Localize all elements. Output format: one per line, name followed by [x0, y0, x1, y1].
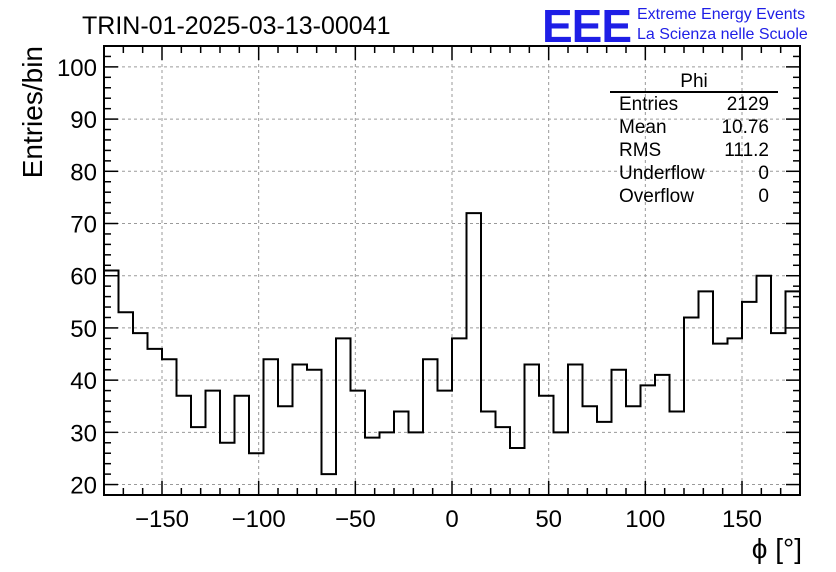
- chart-title: TRIN-01-2025-03-13-00041: [82, 12, 391, 40]
- stats-title: Phi: [680, 71, 707, 92]
- y-tick-label: 50: [70, 316, 97, 343]
- histogram-line: [104, 212, 801, 476]
- x-tick-label: −100: [232, 506, 286, 533]
- y-tick-label: 20: [70, 473, 97, 500]
- x-tick-label: 100: [625, 506, 665, 533]
- grid: [104, 46, 800, 495]
- stats-label: Overflow: [619, 186, 694, 207]
- logo-line-1: Extreme Energy Events: [637, 6, 805, 23]
- y-axis-label: Entries/bin: [17, 46, 48, 178]
- y-tick-label: 30: [70, 420, 97, 447]
- stats-box: Phi Entries 2129 Mean 10.76 RMS 111.2 Un…: [610, 71, 778, 207]
- stats-label: RMS: [619, 140, 661, 161]
- stats-value: 0: [758, 186, 769, 207]
- x-tick-label: 150: [722, 506, 762, 533]
- stats-value: 0: [758, 163, 769, 184]
- stats-value: 10.76: [721, 117, 769, 138]
- eee-logo: EEE: [542, 0, 631, 52]
- y-tick-labels: 20 30 40 50 60 70 80 90 100: [57, 55, 97, 500]
- y-tick-label: 40: [70, 368, 97, 395]
- x-tick-labels: −150 −100 −50 0 50 100 150: [135, 506, 762, 533]
- logo-line-2: La Scienza nelle Scuole: [637, 26, 808, 43]
- stats-label: Entries: [619, 94, 678, 115]
- y-tick-label: 60: [70, 264, 97, 291]
- x-tick-label: 50: [535, 506, 562, 533]
- y-tick-label: 70: [70, 212, 97, 239]
- stats-value: 111.2: [724, 140, 769, 161]
- x-axis-label: ϕ [°]: [752, 533, 802, 564]
- x-tick-label: 0: [445, 506, 458, 533]
- y-tick-label: 90: [70, 107, 97, 134]
- stats-label: Mean: [619, 117, 667, 138]
- y-tick-label: 80: [70, 159, 97, 186]
- stats-value: 2129: [727, 94, 769, 115]
- x-tick-label: −50: [335, 506, 376, 533]
- y-tick-label: 100: [57, 55, 97, 82]
- x-tick-label: −150: [135, 506, 189, 533]
- stats-label: Underflow: [619, 163, 705, 184]
- axis-ticks: [103, 45, 801, 496]
